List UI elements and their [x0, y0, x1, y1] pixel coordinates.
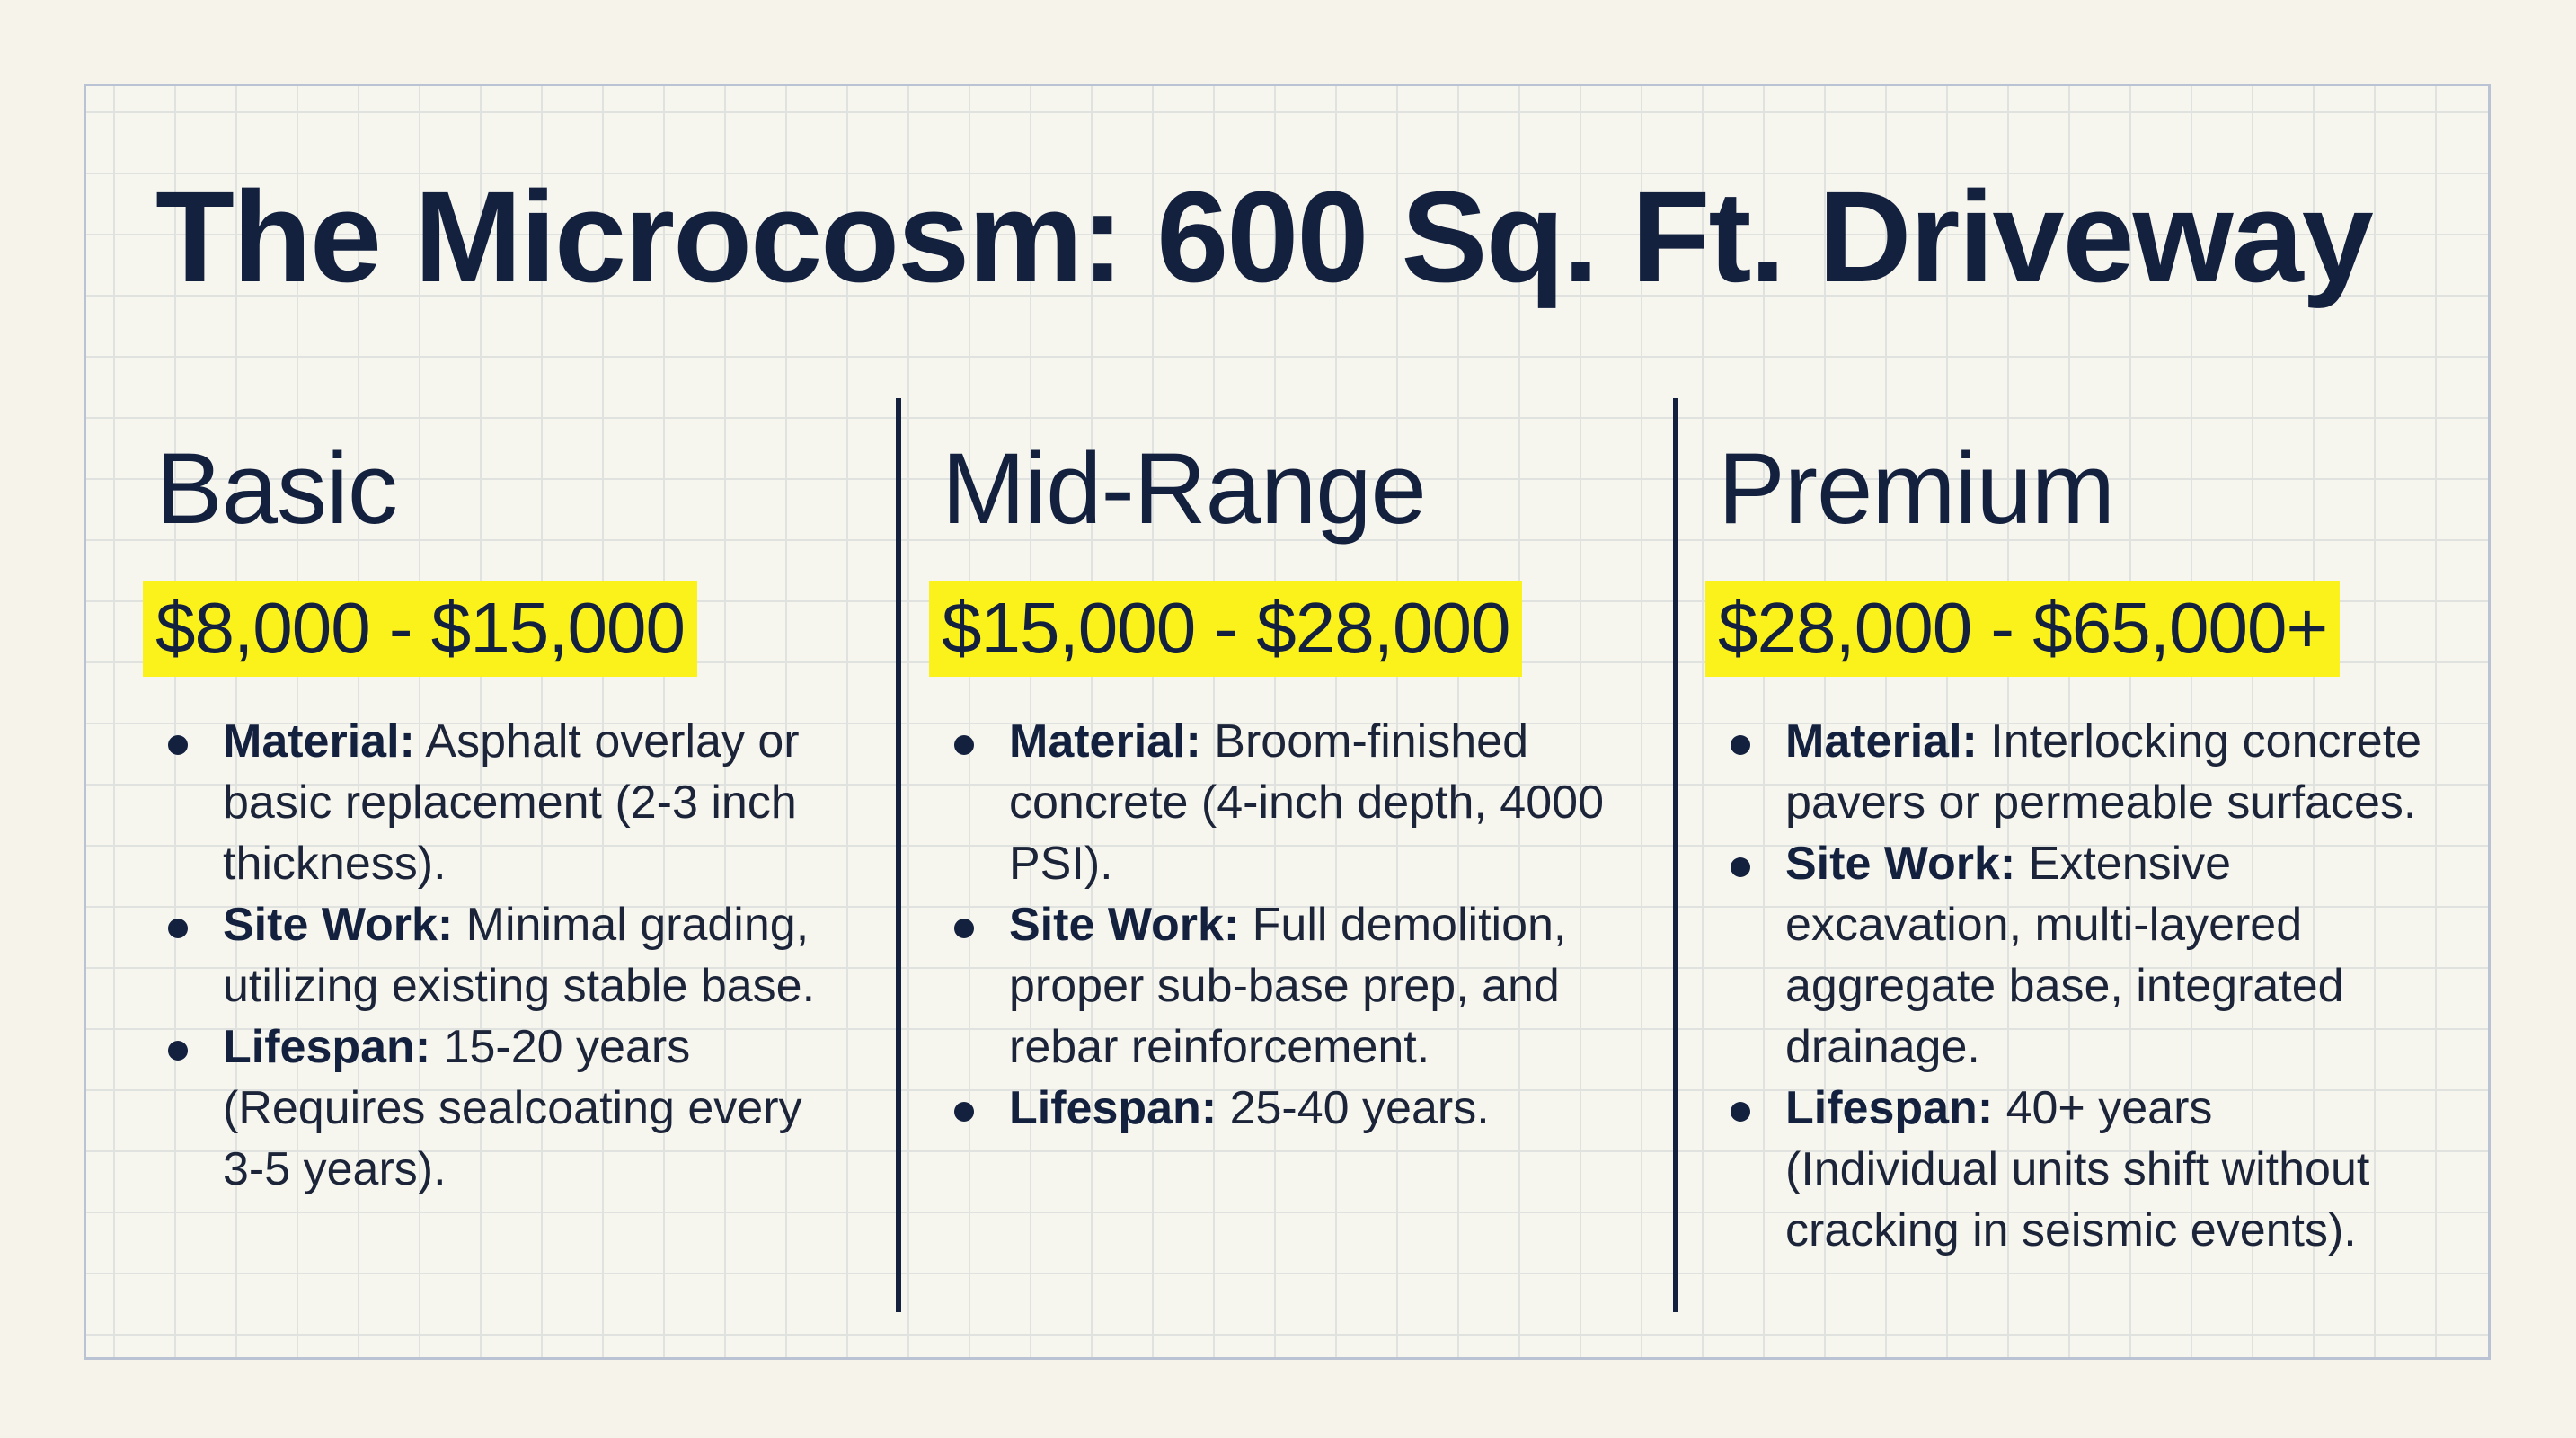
item-text: 25-40 years. — [1217, 1082, 1490, 1134]
item-text: Full demolition, proper sub-base prep, a… — [1009, 899, 1567, 1073]
column-divider — [896, 398, 901, 1312]
item-label: Site Work: — [1785, 838, 2016, 890]
tier-premium: Premium $28,000 - $65,000+ Material: Int… — [1705, 432, 2437, 1261]
item-text: 40+ years (Individual units shift withou… — [1785, 1082, 2370, 1256]
bullet-icon — [1731, 857, 1750, 877]
price-range-highlight: $8,000 - $15,000 — [143, 581, 697, 677]
list-item: Site Work: Full demolition, proper sub-b… — [942, 894, 1642, 1078]
list-item: Lifespan: 15-20 years (Requires sealcoat… — [155, 1016, 856, 1200]
tier-title: Premium — [1718, 432, 2115, 545]
list-item: Material: Broom-finished concrete (4-inc… — [942, 711, 1642, 894]
column-divider — [1673, 398, 1678, 1312]
item-label: Site Work: — [223, 899, 454, 951]
item-text: Minimal grading, utilizing existing stab… — [223, 899, 816, 1012]
list-item: Lifespan: 25-40 years. — [942, 1078, 1642, 1139]
bullet-icon — [168, 735, 188, 755]
list-item: Material: Interlocking concrete pavers o… — [1718, 711, 2437, 833]
feature-list: Material: Interlocking concrete pavers o… — [1718, 711, 2437, 1261]
bullet-icon — [168, 1041, 188, 1061]
list-item: Site Work: Extensive excavation, multi-l… — [1718, 833, 2437, 1078]
item-text: 15-20 years (Requires sealcoating every … — [223, 1021, 802, 1195]
bullet-icon — [1731, 1102, 1750, 1122]
grid-paper-frame — [84, 84, 2491, 1360]
tier-mid-range: Mid-Range $15,000 - $28,000 Material: Br… — [929, 432, 1642, 1139]
bullet-icon — [168, 919, 188, 938]
feature-list: Material: Asphalt overlay or basic repla… — [155, 711, 856, 1200]
tier-basic: Basic $8,000 - $15,000 Material: Asphalt… — [143, 432, 856, 1200]
bullet-icon — [954, 1102, 974, 1122]
item-label: Lifespan: — [223, 1021, 431, 1073]
item-label: Lifespan: — [1009, 1082, 1217, 1134]
item-label: Material: — [1785, 715, 1978, 768]
tier-title: Basic — [155, 432, 398, 545]
bullet-icon — [954, 919, 974, 938]
bullet-icon — [954, 735, 974, 755]
item-text: Broom-finished concrete (4-inch depth, 4… — [1009, 715, 1604, 890]
price-range-highlight: $15,000 - $28,000 — [929, 581, 1523, 677]
bullet-icon — [1731, 735, 1750, 755]
item-label: Material: — [1009, 715, 1201, 768]
feature-list: Material: Broom-finished concrete (4-inc… — [942, 711, 1642, 1139]
page-title: The Microcosm: 600 Sq. Ft. Driveway — [155, 164, 2374, 309]
item-text: Extensive excavation, multi-layered aggr… — [1785, 838, 2344, 1073]
item-text: Interlocking concrete pavers or permeabl… — [1785, 715, 2422, 829]
item-label: Lifespan: — [1785, 1082, 1994, 1134]
tier-title: Mid-Range — [942, 432, 1427, 545]
item-label: Material: — [223, 715, 415, 768]
item-text: Asphalt overlay or basic replacement (2-… — [223, 715, 800, 890]
list-item: Material: Asphalt overlay or basic repla… — [155, 711, 856, 894]
list-item: Lifespan: 40+ years (Individual units sh… — [1718, 1078, 2437, 1261]
item-label: Site Work: — [1009, 899, 1240, 951]
list-item: Site Work: Minimal grading, utilizing ex… — [155, 894, 856, 1016]
price-range-highlight: $28,000 - $65,000+ — [1705, 581, 2341, 677]
